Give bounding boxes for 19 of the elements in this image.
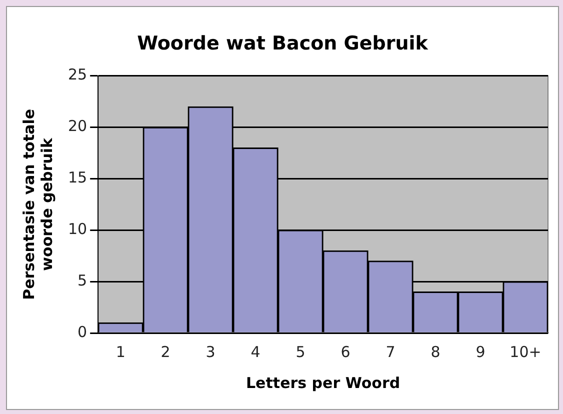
y-tick-label: 10 <box>68 220 88 238</box>
chart-title: Woorde wat Bacon Gebruik <box>137 32 428 54</box>
x-tick-label: 5 <box>296 342 306 361</box>
y-tick-label: 20 <box>68 117 88 136</box>
x-axis-title: Letters per Woord <box>246 374 400 392</box>
y-tick-label: 5 <box>78 271 88 290</box>
y-axis-title: Persentasie van totale woorde gebruik <box>20 108 56 300</box>
x-tick-label: 9 <box>476 342 486 361</box>
x-tick-label: 10+ <box>510 342 542 361</box>
x-tick-label: 8 <box>430 342 440 361</box>
x-tick-label: 6 <box>340 342 350 361</box>
x-tick-label: 4 <box>250 342 260 361</box>
x-tick-label: 2 <box>160 342 170 361</box>
x-tick-label: 7 <box>386 342 396 361</box>
y-tick-label: 0 <box>78 322 88 341</box>
y-tick-label: 15 <box>68 168 88 187</box>
x-tick-label: 3 <box>206 342 216 361</box>
x-tick-label: 1 <box>116 342 126 361</box>
y-tick-label: 25 <box>68 66 88 84</box>
